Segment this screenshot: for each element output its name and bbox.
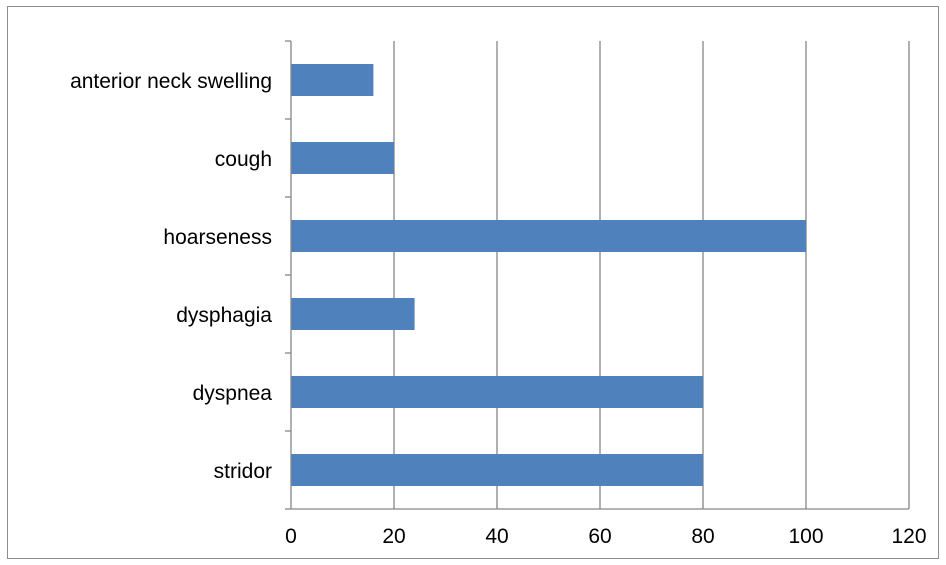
bar-cough (291, 142, 394, 174)
bar-dysphagia (291, 298, 415, 330)
bar-anterior-neck-swelling (291, 64, 374, 96)
chart-frame: 0 20 40 60 80 100 120 stridor dyspnea dysphagia ho… (7, 6, 939, 559)
x-tick-label: 20 (382, 525, 405, 548)
y-category-label: cough (215, 148, 272, 171)
y-category-label: hoarseness (163, 226, 272, 249)
bars (291, 64, 806, 486)
y-category-label: dyspnea (193, 382, 273, 405)
y-category-label: stridor (214, 460, 272, 483)
x-tick-label: 100 (788, 525, 823, 548)
bar-chart: 0 20 40 60 80 100 120 stridor dyspnea dysphagia ho… (70, 40, 927, 548)
y-category-label: dysphagia (176, 304, 272, 327)
x-tick-label: 80 (691, 525, 714, 548)
x-tick-label: 40 (485, 525, 508, 548)
bar-hoarseness (291, 220, 806, 252)
tick-labels: 0 20 40 60 80 100 120 stridor dyspnea dysphagia ho… (70, 70, 926, 548)
y-category-label: anterior neck swelling (70, 70, 272, 93)
x-tick-label: 120 (891, 525, 926, 548)
bar-dyspnea (291, 376, 703, 408)
axes (285, 40, 909, 510)
x-tick-label: 0 (285, 525, 297, 548)
x-tick-label: 60 (588, 525, 611, 548)
bar-stridor (291, 454, 703, 486)
gridlines (393, 41, 910, 509)
